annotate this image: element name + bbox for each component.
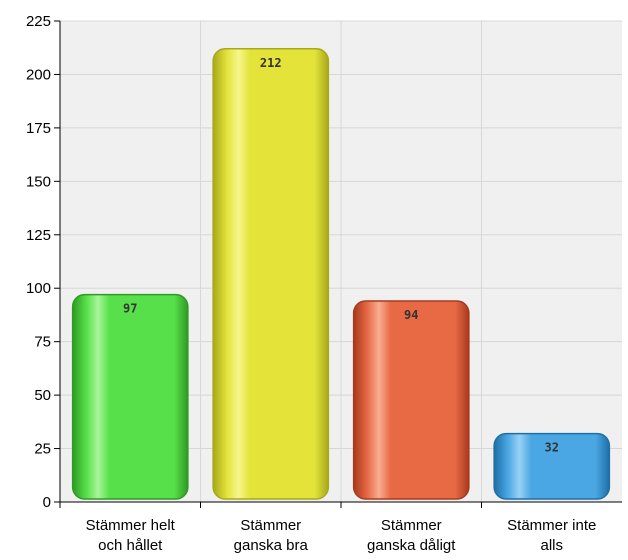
data-label: 32: [545, 441, 559, 455]
x-tick-label-line: Stämmer: [381, 517, 442, 534]
bar: [71, 293, 189, 500]
y-tick-label: 50: [34, 387, 51, 404]
x-tick-label: Stämmer helt och hållet: [86, 517, 176, 554]
x-tick-label-line: ganska dåligt: [367, 537, 456, 554]
data-label: 94: [404, 308, 418, 322]
y-tick-label: 225: [26, 13, 51, 30]
y-tick-label: 150: [26, 173, 51, 190]
x-tick-label-line: alls: [540, 537, 563, 554]
y-tick-label: 0: [43, 494, 51, 511]
x-tick-label-line: Stämmer helt: [86, 517, 176, 534]
data-label: 97: [123, 302, 137, 316]
y-axis-ticks: 0 25 50 75 100 125 150 175 200 225: [26, 13, 60, 511]
bar-group: 94: [352, 300, 470, 500]
data-label: 212: [260, 56, 282, 70]
y-tick-label: 75: [34, 334, 51, 351]
y-tick-label: 200: [26, 66, 51, 83]
bars-group: 97 212 94 32: [71, 48, 611, 500]
bar-group: 97: [71, 293, 189, 500]
bar: [212, 48, 330, 500]
bar: [493, 432, 611, 500]
x-tick-label-line: ganska bra: [234, 537, 309, 554]
x-tick-label: Stämmer ganska dåligt: [367, 517, 456, 554]
y-tick-label: 100: [26, 280, 51, 297]
bar-group: 212: [212, 48, 330, 500]
x-tick-label: Stämmer ganska bra: [234, 517, 309, 554]
y-tick-label: 25: [34, 441, 51, 458]
x-tick-label-line: Stämmer: [240, 517, 301, 534]
x-tick-label-line: och hållet: [98, 537, 163, 554]
x-tick-label-line: Stämmer inte: [507, 517, 596, 534]
x-tick-label: Stämmer inte alls: [507, 517, 596, 554]
bar-group: 32: [493, 432, 611, 500]
axes-group: [54, 21, 622, 508]
y-tick-label: 125: [26, 227, 51, 244]
bar: [352, 300, 470, 500]
y-tick-label: 175: [26, 120, 51, 137]
